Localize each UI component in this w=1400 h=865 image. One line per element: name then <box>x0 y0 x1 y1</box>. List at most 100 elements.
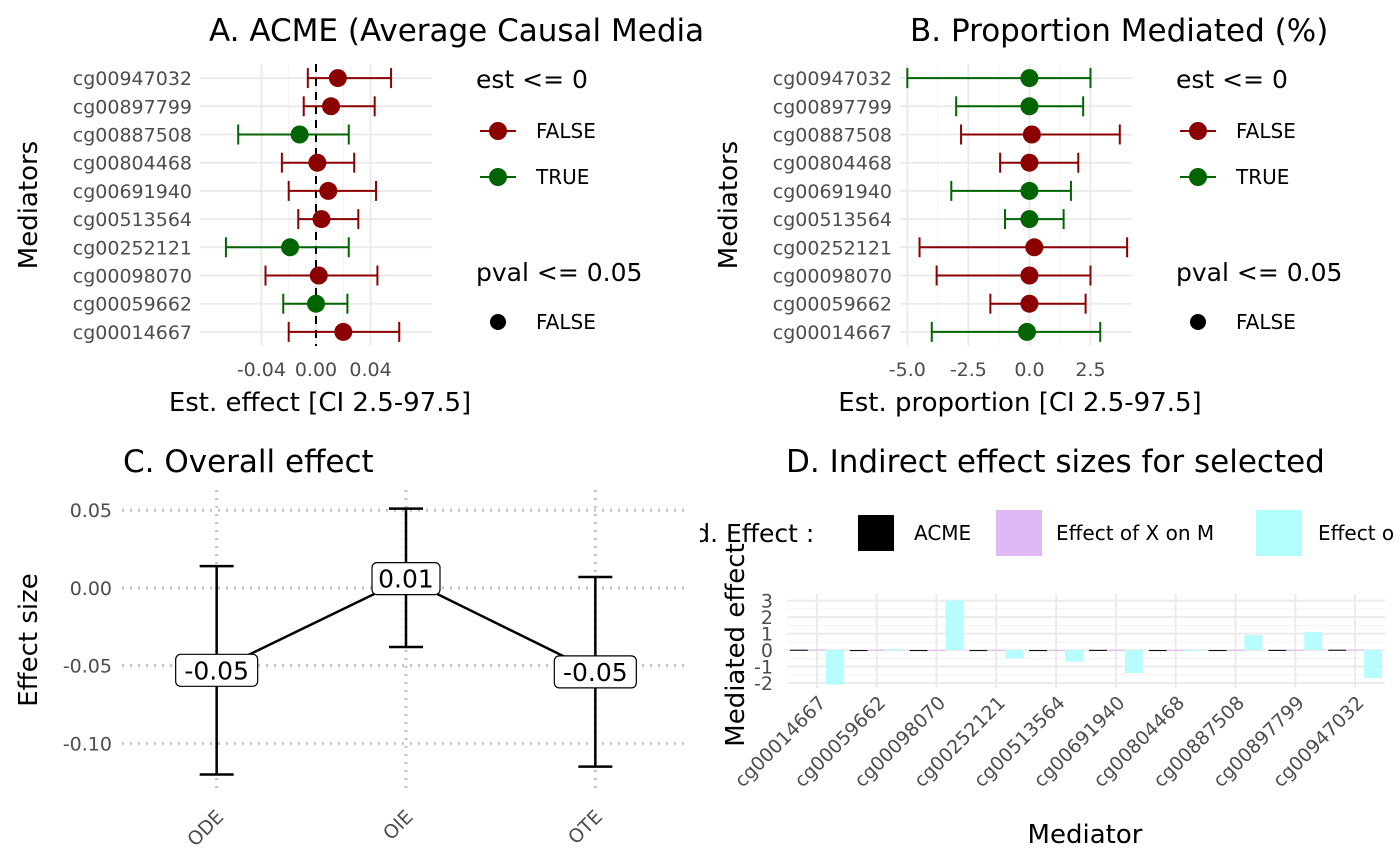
y-tick-label: cg00691940 <box>73 181 192 203</box>
value-label: -0.05 <box>563 658 628 687</box>
panel-a-x-axis-title: Est. effect [CI 2.5-97.5] <box>169 388 471 418</box>
estimate-point <box>319 181 338 200</box>
y-tick-label: cg00947032 <box>73 68 192 90</box>
panel-a-legend-est: est <= 0 FALSE TRUE <box>476 65 596 189</box>
bar-acme <box>1268 649 1287 651</box>
y-tick-label: cg00059662 <box>73 294 192 316</box>
estimate-point <box>307 294 325 313</box>
y-tick-label: cg00691940 <box>773 181 892 203</box>
estimate-point <box>1020 97 1039 116</box>
bar-acme <box>909 650 928 652</box>
panel-c-title: C. Overall effect <box>123 444 374 480</box>
value-label-box <box>371 562 441 596</box>
x-tick-label: ODE <box>183 806 228 851</box>
panel-c-marks: -0.05 0.01 -0.05 <box>175 507 637 776</box>
panel-d-legend-my-label: Effect o <box>1318 521 1394 545</box>
bar-effect-of-m-on-y <box>1364 650 1383 679</box>
panel-d-gridlines <box>787 594 1385 688</box>
bar-acme <box>1148 650 1167 652</box>
panel-a-legend-est-title: est <= 0 <box>476 65 588 94</box>
panel-c-x-tick-labels: ODE OIE OTE <box>183 806 607 851</box>
panel-a-legend-pval-marker <box>490 314 506 330</box>
x-tick-label: -0.04 <box>237 359 286 381</box>
estimate-point <box>328 69 347 88</box>
bar-effect-of-m-on-y <box>945 600 964 651</box>
estimate-point <box>334 322 353 341</box>
panel-b-legend-pval-title: pval <= 0.05 <box>1176 258 1342 287</box>
y-tick-label: cg00887508 <box>73 125 192 147</box>
bar-effect-of-m-on-y <box>1005 650 1024 659</box>
estimate-point <box>1020 266 1039 285</box>
y-tick-label: cg00947032 <box>773 68 892 90</box>
y-tick-label: 0.00 <box>70 578 112 600</box>
bar-effect-of-x-on-m <box>1106 649 1125 651</box>
bar-acme <box>1208 650 1227 652</box>
estimate-point <box>281 238 300 257</box>
bar-effect-of-m-on-y <box>1065 650 1084 662</box>
panel-a-acme: cg00947032 cg00897799 cg00887508 cg00804468… <box>14 13 875 418</box>
panel-a-legend-false-marker <box>489 122 507 140</box>
y-tick-label: -0.05 <box>63 656 112 678</box>
y-tick-label: cg00887508 <box>773 125 892 147</box>
panel-b-x-tick-labels: -5.0 -2.5 0.0 2.5 <box>889 359 1106 381</box>
y-tick-label: cg00098070 <box>73 266 192 288</box>
panel-c-overall-effect: 0.05 0.00 -0.05 -0.10 ODE OIE OTE -0.050.01-0… <box>14 444 690 851</box>
bar-effect-of-m-on-y <box>1244 635 1263 651</box>
bar-effect-of-x-on-m <box>867 649 886 651</box>
estimate-point <box>1020 69 1039 88</box>
bar-acme <box>789 649 808 651</box>
panel-b-legend-false-marker <box>1189 122 1207 140</box>
x-tick-label: 0.04 <box>349 359 391 381</box>
bar-effect-of-x-on-m <box>1166 649 1185 651</box>
y-tick-label: cg00059662 <box>773 294 892 316</box>
bar-effect-of-x-on-m <box>927 649 946 651</box>
estimate-point <box>312 210 331 229</box>
panel-a-marks <box>224 68 401 342</box>
y-tick-label: cg00513564 <box>773 209 892 231</box>
panel-d-legend: Ind. Effect : ACME Effect of X on M Effe… <box>671 510 1394 556</box>
bar-effect-of-x-on-m <box>807 649 826 651</box>
panel-b-legend-pval-marker <box>1190 314 1206 330</box>
panel-d-x-axis-title: Mediator <box>1028 820 1143 850</box>
y-tick-label: cg00014667 <box>73 322 192 344</box>
y-tick-label: -0.10 <box>63 733 112 755</box>
bar-effect-of-m-on-y <box>1184 650 1203 652</box>
estimate-point <box>1017 322 1036 341</box>
bar-acme <box>1328 649 1347 651</box>
bar-effect-of-x-on-m <box>1047 650 1066 652</box>
bar-acme <box>849 650 868 652</box>
y-tick-label: 0.05 <box>70 500 112 522</box>
panel-d-legend-xm-label: Effect of X on M <box>1056 521 1214 545</box>
bar-effect-of-x-on-m <box>1346 649 1365 651</box>
panel-d-bars <box>789 600 1383 685</box>
x-tick-label: OIE <box>379 806 418 845</box>
y-tick-label: 2 <box>761 607 773 629</box>
y-tick-label: 1 <box>761 624 773 646</box>
panel-a-legend-true-label: TRUE <box>535 165 589 189</box>
y-tick-label: -2 <box>754 673 773 695</box>
panel-a-title: A. ACME (Average Causal Mediation Effect… <box>209 13 875 49</box>
panel-d-legend-xm-swatch <box>996 510 1042 556</box>
estimate-point <box>1020 181 1039 200</box>
panel-b-legend-true-marker <box>1189 168 1207 186</box>
bar-effect-of-m-on-y <box>825 650 844 685</box>
y-tick-label: -1 <box>754 657 773 679</box>
panel-d-legend-title: Ind. Effect : <box>671 519 814 548</box>
x-tick-label: OTE <box>564 806 607 849</box>
panel-b-marks <box>906 68 1129 342</box>
y-tick-label: cg00252121 <box>773 237 892 259</box>
panel-d-legend-acme-label: ACME <box>914 521 971 545</box>
x-tick-label: -2.5 <box>950 359 987 381</box>
estimate-point <box>1022 125 1041 144</box>
y-tick-label: 0 <box>761 640 773 662</box>
y-tick-label: cg00897799 <box>73 96 192 118</box>
y-tick-label: cg00513564 <box>73 209 192 231</box>
x-tick-label: 0.0 <box>1014 359 1044 381</box>
panel-a-y-tick-labels: cg00947032 cg00897799 cg00887508 cg00804468… <box>73 68 192 344</box>
panel-b-legend-false-label: FALSE <box>1236 119 1296 143</box>
y-tick-label: cg00897799 <box>773 96 892 118</box>
y-tick-label: cg00252121 <box>73 237 192 259</box>
estimate-point <box>1025 238 1044 257</box>
